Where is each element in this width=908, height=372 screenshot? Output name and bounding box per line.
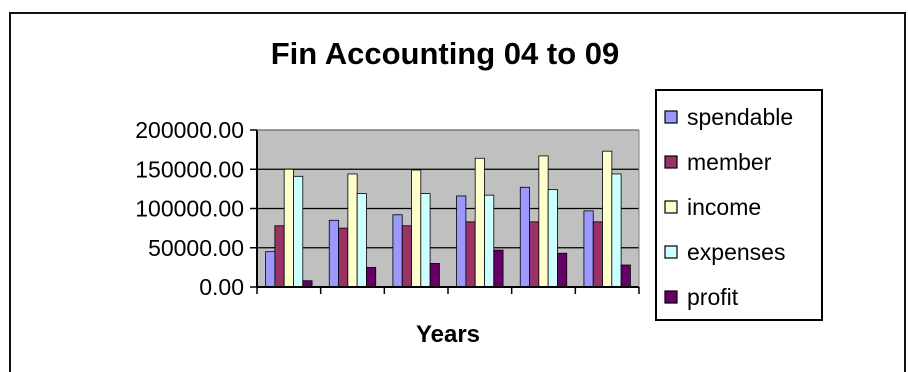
y-tick-label: 100000.00	[135, 196, 244, 222]
bar-profit	[366, 266, 377, 288]
bar-income	[474, 157, 485, 288]
bar-expenses	[611, 173, 622, 288]
legend-label-income: income	[687, 194, 761, 220]
legend-swatch-expenses	[664, 245, 678, 259]
legend-swatch-spendable	[664, 110, 678, 124]
bar-spendable	[456, 195, 467, 288]
bar-member	[274, 225, 285, 288]
bar-income	[347, 173, 358, 288]
y-tick-label: 150000.00	[135, 156, 244, 182]
legend-swatch-profit	[664, 290, 678, 304]
axes	[256, 129, 640, 294]
legend-box	[655, 89, 823, 321]
bar-expenses	[484, 194, 495, 288]
bar-spendable	[328, 219, 339, 288]
legend-label-member: member	[687, 149, 772, 175]
bar-expenses	[420, 193, 431, 288]
bar-spendable	[583, 210, 594, 288]
bar-expenses	[293, 175, 304, 288]
x-axis-title: Years	[416, 321, 480, 348]
bar-profit	[493, 249, 504, 288]
bar-member	[465, 221, 476, 288]
bar-spendable	[392, 214, 403, 288]
bar-member	[401, 225, 412, 288]
bars	[265, 150, 631, 288]
y-tick-label: 0.00	[199, 274, 244, 300]
legend: spendable member income expenses profit	[655, 89, 823, 321]
bar-profit	[620, 264, 631, 288]
bar-income	[283, 168, 294, 288]
bar-income	[411, 169, 422, 288]
legend-label-expenses: expenses	[687, 239, 785, 265]
bar-income	[538, 155, 549, 288]
bar-spendable	[519, 186, 530, 288]
y-axis-ticks: 0.00 50000.00 100000.00 150000.00 200000.00	[135, 117, 257, 300]
bar-spendable	[265, 251, 276, 288]
bar-member	[592, 221, 603, 288]
legend-label-profit: profit	[687, 284, 739, 310]
chart-title: Fin Accounting 04 to 09	[271, 36, 620, 71]
y-tick-label: 50000.00	[148, 235, 244, 261]
legend-swatch-income	[664, 200, 678, 214]
bar-profit	[557, 252, 568, 288]
y-tick-label: 200000.00	[135, 117, 244, 143]
bar-member	[338, 227, 349, 288]
legend-swatch-member	[664, 155, 678, 169]
bar-expenses	[356, 193, 367, 288]
bar-member	[529, 221, 540, 288]
legend-label-spendable: spendable	[687, 104, 793, 130]
bar-profit	[429, 263, 440, 288]
bar-expenses	[547, 189, 558, 288]
bar-income	[602, 150, 613, 288]
